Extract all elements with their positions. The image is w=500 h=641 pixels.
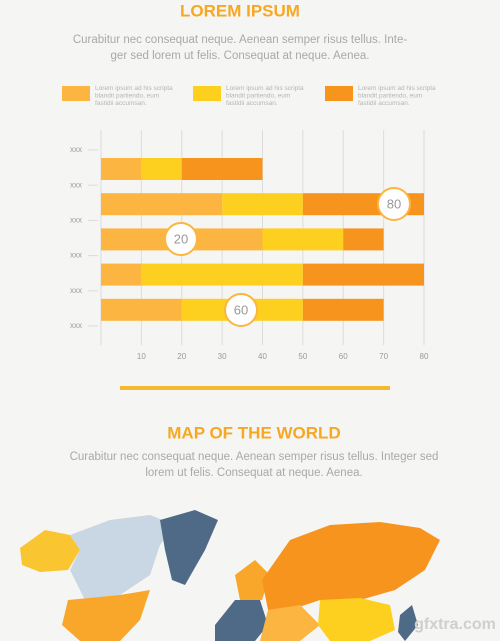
legend-swatch: [325, 86, 353, 101]
x-tick-label: 10: [137, 352, 146, 361]
bar-segment: [262, 228, 344, 251]
canada: [70, 515, 175, 600]
scandinavia: [235, 560, 270, 600]
bar-segment: [181, 158, 263, 180]
middle-east: [260, 605, 320, 641]
bar-segment: [101, 193, 223, 216]
bar-segment: [101, 263, 142, 286]
row-label: xxx: [70, 145, 82, 154]
x-tick-label: 20: [177, 352, 186, 361]
intro-line: Curabitur nec consequat neque. Aenean se…: [73, 34, 408, 46]
legend-swatch: [193, 86, 221, 101]
x-tick-label: 70: [379, 352, 388, 361]
annotation-label: 80: [387, 196, 401, 211]
intro-line: ger sed lorem ut felis. Consequat at neq…: [111, 50, 370, 62]
japan: [398, 605, 418, 641]
x-tick-label: 30: [218, 352, 227, 361]
legend-label: Lorem ipsum ad his scripta blandit partie…: [95, 85, 173, 107]
bar-segment: [343, 228, 384, 251]
legend-label: Lorem ipsum ad his scripta blandit partie…: [226, 85, 304, 107]
bar-segment: [302, 298, 384, 321]
row-label: xxx: [70, 251, 82, 260]
bar-segment: [101, 158, 142, 180]
title: LOREM IPSUM: [180, 1, 300, 20]
legend-label: Lorem ipsum ad his scripta blandit partie…: [358, 85, 436, 107]
greenland: [160, 510, 218, 585]
bar-segment: [101, 298, 182, 321]
alaska: [20, 530, 80, 572]
x-tick-label: 50: [298, 352, 307, 361]
bar-segment: [302, 263, 424, 286]
row-label: xxx: [70, 286, 82, 295]
bar-segment: [141, 158, 182, 180]
annotation-bubble: [377, 187, 411, 221]
bar-segment: [222, 193, 303, 216]
world-map: [20, 510, 440, 641]
annotation-bubble: [164, 222, 198, 256]
x-tick-label: 80: [420, 352, 429, 361]
europe-west: [215, 600, 268, 641]
bar-segment: [141, 263, 303, 286]
watermark: gfxtra.com: [414, 616, 496, 633]
annotation-label: 60: [234, 302, 248, 317]
usa: [62, 590, 150, 641]
map-text: Curabitur nec consequat neque. Aenean se…: [70, 451, 439, 463]
x-tick-label: 40: [258, 352, 267, 361]
legend-swatch: [62, 86, 90, 101]
row-label: xxx: [70, 216, 82, 225]
map-text: lorem ut felis. Consequat at neque. Aene…: [145, 467, 362, 479]
annotation-bubble: [224, 293, 258, 327]
china: [318, 598, 395, 641]
x-tick-label: 60: [339, 352, 348, 361]
row-label: xxx: [70, 180, 82, 189]
annotation-label: 20: [174, 231, 188, 246]
divider: [120, 386, 390, 390]
russia: [262, 522, 440, 610]
row-label: xxx: [70, 321, 82, 330]
map-title: MAP OF THE WORLD: [167, 423, 340, 442]
